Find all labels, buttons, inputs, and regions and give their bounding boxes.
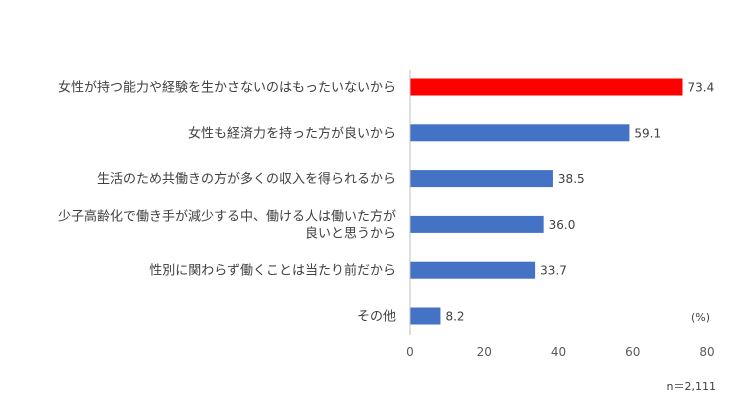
value-label-4: 36.0 — [549, 218, 576, 232]
value-label-5: 33.7 — [540, 264, 567, 278]
bar-6 — [410, 307, 441, 325]
bar-4 — [410, 215, 544, 233]
x-tick-label-80: 80 — [699, 345, 714, 359]
category-label-3: 生活のため共働きの方が多くの収入を得られるから — [97, 171, 396, 187]
sample-size-note: n＝2,111 — [667, 380, 716, 393]
bar-2 — [410, 124, 630, 142]
bars-group — [410, 78, 683, 325]
value-label-2: 59.1 — [634, 126, 661, 140]
category-label-1: 女性が持つ能力や経験を生かさないのはもったいないから — [58, 80, 396, 96]
category-label-2: 女性も経済力を持った方が良いから — [188, 125, 396, 141]
bar-1 — [410, 78, 683, 96]
x-tick-label-60: 60 — [625, 345, 640, 359]
category-label-6: その他 — [357, 310, 396, 325]
value-label-6: 8.2 — [445, 310, 464, 324]
x-tick-label-20: 20 — [477, 345, 492, 359]
category-labels-group: 女性が持つ能力や経験を生かさないのはもったいないから女性も経済力を持った方が良い… — [58, 80, 396, 325]
value-label-1: 73.4 — [687, 81, 714, 95]
x-tick-label-40: 40 — [551, 345, 566, 359]
x-tick-label-0: 0 — [406, 345, 414, 359]
bar-5 — [410, 261, 536, 279]
category-label-4-line-2: 良いと思うから — [305, 225, 396, 241]
unit-label: (%) — [691, 311, 710, 324]
x-tick-labels-group: 0 20 40 60 80 — [406, 345, 714, 359]
category-label-4-line-1: 少子高齢化で働き手が減少する中、働ける人は働いた方が — [58, 208, 396, 224]
value-label-3: 38.5 — [558, 172, 585, 186]
value-labels-group: 73.4 59.1 38.5 36.0 33.7 8.2 — [445, 81, 714, 324]
bar-3 — [410, 170, 553, 188]
category-label-5: 性別に関わらず働くことは当たり前だから — [149, 263, 396, 279]
